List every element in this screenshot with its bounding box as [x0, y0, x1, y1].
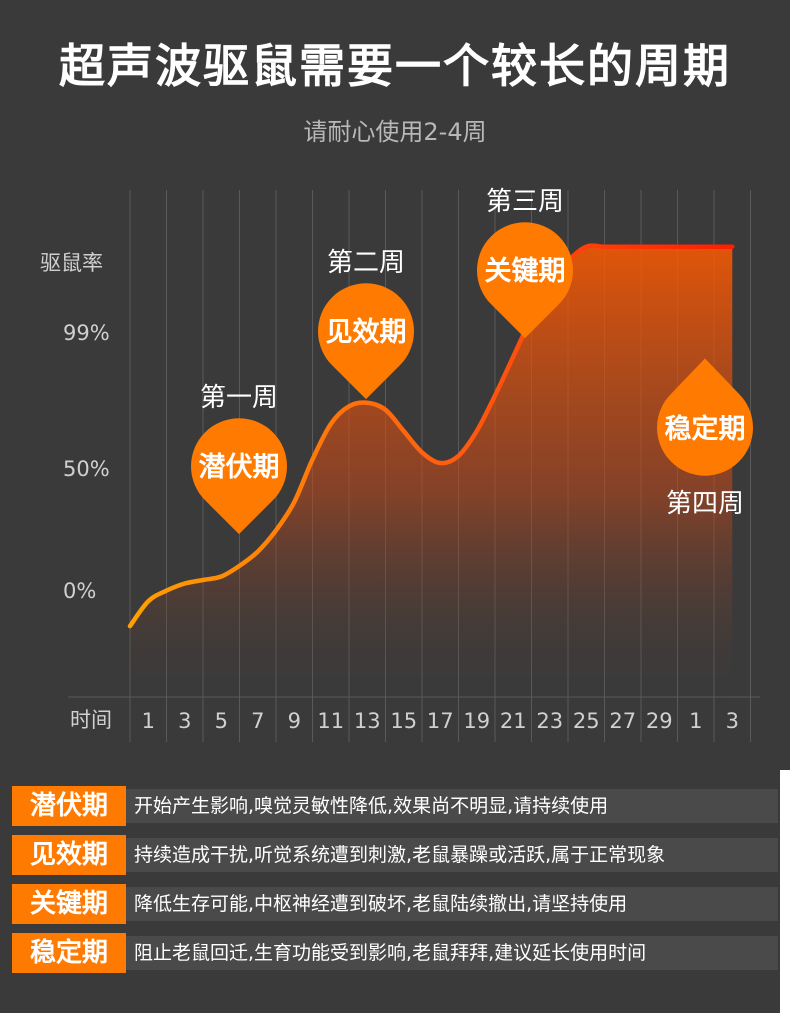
x-tick-label: 19: [463, 709, 490, 733]
y-tick-label: 50%: [63, 457, 110, 481]
legend-row-effective: 见效期 持续造成干扰,听觉系统遭到刺激,老鼠暴躁或活跃,属于正常现象: [12, 835, 778, 875]
legend-desc: 持续造成干扰,听觉系统遭到刺激,老鼠暴躁或活跃,属于正常现象: [126, 838, 778, 872]
phase-effective-marker: [318, 283, 415, 400]
phase-effective-week: 第二周: [327, 248, 405, 278]
series-line: [127, 243, 735, 629]
x-tick-label: 15: [390, 709, 417, 733]
phase-latent-label: 潜伏期: [199, 452, 280, 483]
phase-stable-week: 第四周: [666, 489, 744, 519]
x-tick-label: 27: [609, 709, 636, 733]
phase-critical-week: 第三周: [486, 187, 564, 217]
legend-desc: 阻止老鼠回迁,生育功能受到影响,老鼠拜拜,建议延长使用时间: [126, 936, 778, 970]
legend-row-stable: 稳定期 阻止老鼠回迁,生育功能受到影响,老鼠拜拜,建议延长使用时间: [12, 933, 778, 973]
x-tick-label: 7: [251, 709, 264, 733]
phase-effective-label: 见效期: [326, 317, 407, 348]
legend-row-critical: 关键期 降低生存可能,中枢神经遭到破坏,老鼠陆续撤出,请坚持使用: [12, 884, 778, 924]
y-axis-label: 驱鼠率: [40, 251, 103, 275]
x-tick-label: 25: [573, 709, 600, 733]
legend-tag: 见效期: [12, 835, 126, 875]
x-tick-label: 23: [536, 709, 563, 733]
x-tick-label: 9: [288, 709, 301, 733]
phase-latent-marker: [191, 418, 288, 535]
y-tick-label: 99%: [63, 321, 110, 345]
x-tick-label: 11: [317, 709, 344, 733]
x-tick-label: 3: [178, 709, 191, 733]
legend-tag: 潜伏期: [12, 786, 126, 826]
x-tick-label: 13: [354, 709, 381, 733]
x-axis-label: 时间: [70, 708, 112, 732]
phase-latent-week: 第一周: [200, 383, 278, 413]
x-tick-label: 1: [142, 709, 155, 733]
x-tick-label: 21: [500, 709, 527, 733]
x-tick-label: 29: [646, 709, 673, 733]
legend-row-latent: 潜伏期 开始产生影响,嗅觉灵敏性降低,效果尚不明显,请持续使用: [12, 786, 778, 826]
legend-tag: 稳定期: [12, 933, 126, 973]
phase-stable-label: 稳定期: [665, 413, 746, 445]
area-fill: [130, 245, 733, 697]
page-title: 超声波驱鼠需要一个较长的周期: [59, 39, 731, 93]
legend-desc: 开始产生影响,嗅觉灵敏性降低,效果尚不明显,请持续使用: [126, 789, 778, 823]
page-subtitle: 请耐心使用2-4周: [303, 118, 487, 146]
x-tick-label: 5: [215, 709, 228, 733]
y-tick-label: 0%: [63, 579, 96, 603]
x-tick-label: 17: [427, 709, 454, 733]
x-tick-label: 3: [726, 709, 739, 733]
legend-desc: 降低生存可能,中枢神经遭到破坏,老鼠陆续撤出,请坚持使用: [126, 887, 778, 921]
phase-stable-marker: [657, 358, 753, 476]
x-tick-label: 1: [689, 709, 702, 733]
legend-tag: 关键期: [12, 884, 126, 924]
edge-strip: [780, 0, 790, 770]
phase-critical-marker: [476, 222, 573, 339]
phase-critical-label: 关键期: [485, 255, 566, 287]
